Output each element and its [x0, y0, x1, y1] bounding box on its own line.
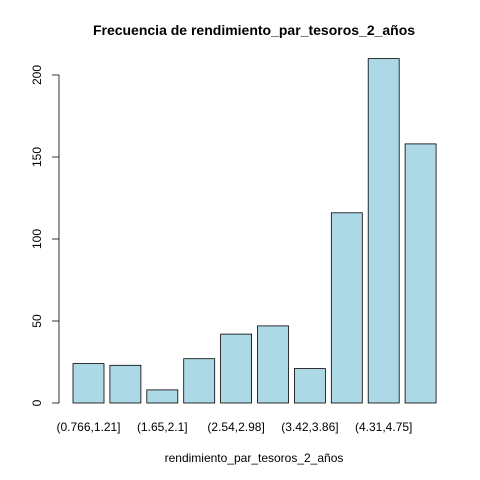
x-tick-label: (1.65,2.1] — [137, 420, 188, 434]
bar-1 — [72, 363, 105, 404]
bar-5 — [220, 333, 253, 404]
bars-group — [72, 58, 437, 404]
y-tick-label-200: 200 — [30, 65, 44, 85]
x-tick-label: (4.31,4.75] — [355, 420, 412, 434]
bar-10 — [404, 143, 437, 404]
x-axis-label: rendimiento_par_tesoros_2_años — [165, 451, 344, 465]
x-tick-label: (3.42,3.86] — [281, 420, 338, 434]
bar-2 — [109, 364, 142, 404]
y-tick-label-0: 0 — [30, 399, 44, 406]
chart-title: Frecuencia de rendimiento_par_tesoros_2_… — [93, 22, 415, 38]
x-tick-label: (0.766,1.21] — [56, 420, 120, 434]
bar-6 — [257, 325, 289, 404]
x-tick-label: (2.54,2.98] — [207, 420, 264, 434]
bar-8 — [330, 212, 363, 404]
bar-7 — [293, 368, 326, 404]
x-tick-labels: (0.766,1.21] (1.65,2.1] (2.54,2.98] (3.42,3… — [56, 420, 412, 434]
y-tick-label-50: 50 — [30, 314, 44, 328]
y-tick-label-100: 100 — [30, 229, 44, 249]
bar-4 — [183, 358, 216, 404]
bar-9 — [367, 58, 400, 404]
y-axis: 0 50 100 150 200 — [30, 65, 60, 406]
bar-3 — [146, 389, 179, 404]
y-tick-label-150: 150 — [30, 147, 44, 167]
